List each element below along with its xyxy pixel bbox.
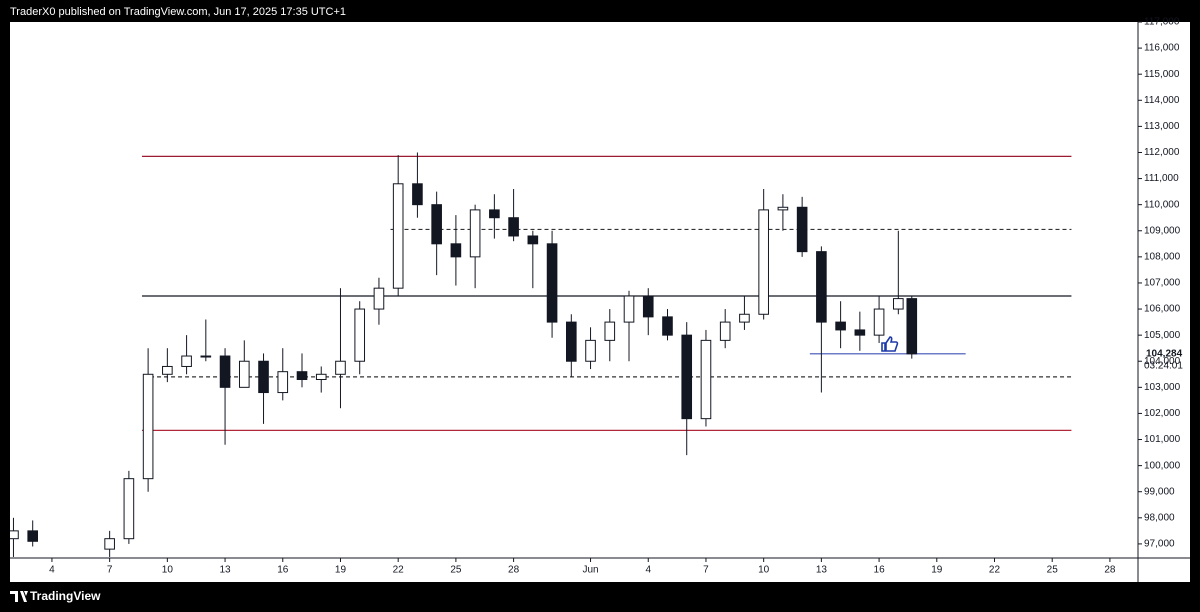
x-tick-label: 22 [393,565,405,576]
candle-body [719,321,731,341]
x-tick-label: 10 [162,565,174,576]
last-price-label: 104,284 [1146,348,1183,359]
y-tick-label: 115,000 [1144,69,1180,80]
y-tick-label: 111,000 [1144,173,1179,184]
candle-body [431,204,442,245]
candle-body [816,251,827,323]
y-tick-label: 117,000 [1144,17,1180,28]
axes: 97,000 98,000 99,000 100,000 101,000 102,000 1… [49,17,1183,576]
candle-body [335,360,346,375]
y-tick-label: 107,000 [1144,278,1181,289]
candle-body [739,313,750,323]
candle-body [373,287,385,310]
plot-area [10,152,1072,557]
candle-body [662,316,673,336]
x-tick-label: 4 [645,565,651,576]
x-tick-label: 4 [49,565,55,576]
candle-body [681,334,693,420]
x-tick-label: 16 [874,565,886,576]
candle-body [200,355,212,358]
x-tick-label: 10 [758,565,770,576]
candle-body [854,329,866,336]
y-tick-label: 102,000 [1144,408,1181,419]
candle-body [489,209,500,219]
x-tick-label: 13 [219,565,231,576]
y-tick-label: 116,000 [1144,43,1180,54]
y-tick-label: 103,000 [1144,382,1181,393]
candle-body [893,298,904,310]
candle-body [758,209,769,315]
y-tick-label: 112,000 [1144,147,1180,158]
candle-body [623,295,635,323]
thumbs-up-icon [881,336,899,352]
y-tick-label: 97,000 [1144,539,1175,550]
x-tick-label: 25 [1047,565,1059,576]
y-tick-label: 106,000 [1144,304,1181,315]
candle-body [162,365,173,375]
candle-body [906,298,918,355]
candle-body [296,371,308,381]
candle-body [392,183,404,289]
candle-body [642,295,654,318]
candle-body [181,355,192,367]
candle-body [873,308,885,336]
candle-body [277,371,289,394]
candle-body [450,243,462,258]
candle-body [565,321,577,362]
candle-body [835,321,846,331]
candle-body [700,339,712,420]
candle-body [142,373,154,480]
x-tick-label: 28 [508,565,520,576]
x-tick-label: Jun [582,565,598,576]
candle-body [585,339,596,362]
y-tick-label: 104,000 [1144,356,1181,367]
x-tick-label: 19 [931,565,943,576]
candle-body [469,209,481,258]
candle-body [238,360,250,388]
plot-background [10,22,1190,582]
candle-body [123,478,135,540]
candle-body [508,217,519,237]
candle-body [258,360,269,394]
candle-body [315,373,327,381]
x-tick-label: 22 [989,565,1001,576]
y-tick-label: 108,000 [1144,251,1181,262]
candle-body [412,183,423,206]
x-tick-label: 25 [450,565,462,576]
x-tick-label: 7 [703,565,709,576]
x-tick-label: 13 [816,565,828,576]
y-tick-label: 109,000 [1144,225,1181,236]
y-tick-label: 110,000 [1144,199,1180,210]
x-tick-label: 16 [277,565,289,576]
candle-body [219,355,231,388]
x-tick-label: 28 [1104,565,1116,576]
y-tick-label: 98,000 [1144,512,1175,523]
candle-body [27,530,39,542]
y-tick-label: 101,000 [1144,434,1181,445]
countdown-label: 03:24:01 [1144,360,1183,371]
footer-brand: TradingView [30,589,101,603]
x-tick-label: 7 [107,565,113,576]
y-tick-label: 100,000 [1144,460,1181,471]
candle-body [10,530,19,540]
candle-body [354,308,366,362]
footer-logo [10,591,28,602]
y-tick-label: 99,000 [1144,486,1175,497]
y-tick-label: 105,000 [1144,330,1181,341]
candle-body [777,206,789,211]
y-tick-label: 114,000 [1144,95,1180,106]
candle-body [527,235,539,245]
y-tick-label: 113,000 [1144,121,1180,132]
candle-body [546,243,558,323]
candle-body [604,321,616,341]
header-text: TraderX0 published on TradingView.com, J… [10,6,346,18]
candle-body [796,206,808,253]
x-tick-label: 19 [335,565,347,576]
candle-body [104,538,115,550]
